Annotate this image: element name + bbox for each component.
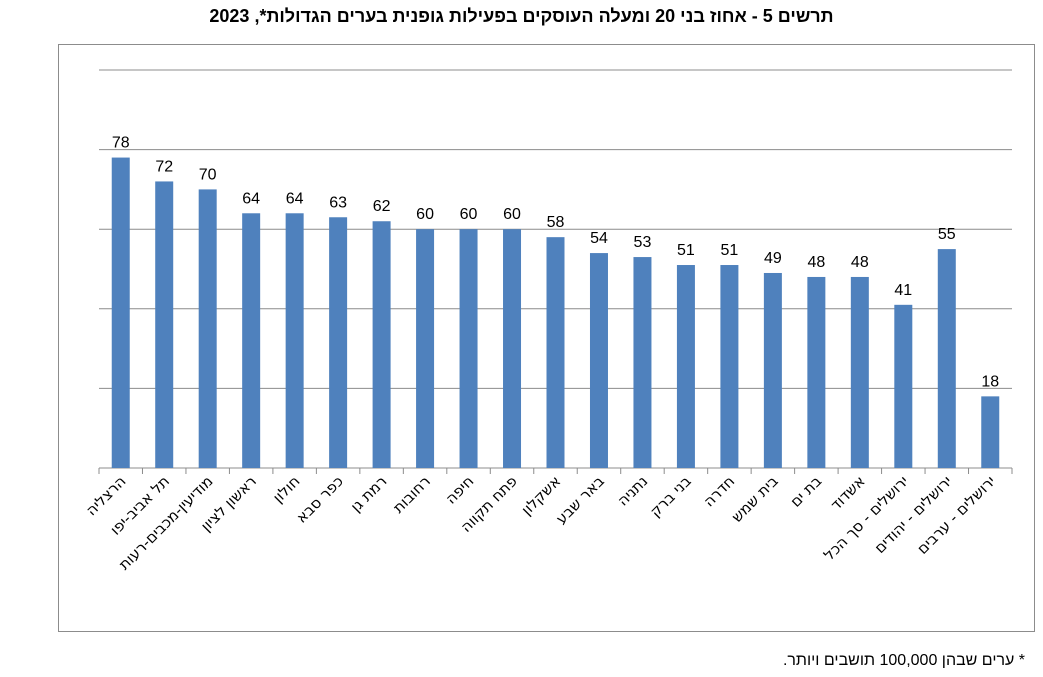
bar — [198, 189, 217, 468]
data-label: 60 — [416, 206, 434, 223]
category-label: אשדוד — [827, 472, 869, 514]
category-label: בית שמש — [728, 472, 782, 526]
category-label: בני ברק — [646, 472, 695, 521]
category-label: בת ים — [787, 472, 826, 511]
data-label: 63 — [329, 194, 347, 211]
category-label: ירושלים - ערבים — [913, 472, 999, 558]
bar — [633, 257, 652, 468]
data-label: 51 — [677, 242, 695, 259]
data-label: 58 — [547, 214, 565, 231]
bar — [546, 237, 565, 468]
data-label: 70 — [199, 166, 217, 183]
category-label: נתניה — [614, 472, 651, 509]
bar — [807, 276, 826, 468]
bar — [459, 229, 478, 468]
data-label: 62 — [373, 198, 391, 215]
data-label: 54 — [590, 230, 608, 247]
data-label: 51 — [721, 242, 739, 259]
data-label: 18 — [981, 373, 999, 390]
bar — [503, 229, 522, 468]
category-label: רמת גן — [347, 472, 391, 516]
data-label: 60 — [503, 206, 521, 223]
bar — [372, 221, 391, 468]
data-label: 41 — [894, 282, 912, 299]
data-label: 48 — [851, 254, 869, 271]
bar — [981, 396, 1000, 468]
bar — [937, 249, 956, 468]
bar — [242, 213, 261, 468]
category-label: חדרה — [700, 472, 738, 510]
data-label: 64 — [286, 190, 304, 207]
data-label: 72 — [155, 158, 173, 175]
bar — [111, 157, 130, 468]
category-label: באר שבע — [552, 472, 608, 528]
data-label: 53 — [634, 234, 652, 251]
category-label: רחובות — [389, 472, 434, 517]
category-label: חיפה — [442, 472, 478, 508]
chart-frame — [58, 44, 1035, 632]
data-label: 78 — [112, 135, 130, 152]
bar — [720, 265, 739, 468]
data-label: 60 — [460, 206, 478, 223]
bar — [416, 229, 435, 468]
footnote: * ערים שבהן 100,000 תושבים ויותר. — [782, 652, 1025, 669]
bar — [676, 265, 695, 468]
data-label: 55 — [938, 226, 956, 243]
category-label: כפר סבא — [293, 472, 347, 526]
bar — [329, 217, 348, 468]
bar — [285, 213, 304, 468]
bar — [155, 181, 174, 468]
bar — [894, 304, 913, 468]
data-label: 48 — [807, 254, 825, 271]
chart-title: תרשים 5 - אחוז בני 20 ומעלה העוסקים בפעי… — [209, 6, 834, 26]
category-label: חולון — [269, 472, 303, 506]
bar — [589, 253, 608, 468]
data-label: 49 — [764, 250, 782, 267]
bar — [763, 272, 782, 468]
data-label: 64 — [242, 190, 260, 207]
bar — [850, 276, 869, 468]
